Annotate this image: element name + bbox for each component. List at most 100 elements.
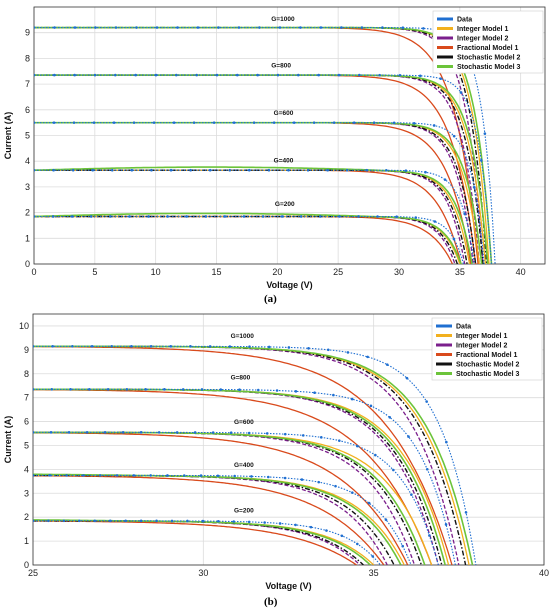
data-point: [356, 542, 359, 546]
data-point: [201, 519, 205, 523]
y-tick-label: 0: [24, 560, 29, 570]
data-point: [112, 121, 116, 124]
data-point: [372, 121, 376, 124]
data-point: [242, 215, 246, 218]
data-point: [228, 345, 232, 348]
data-point: [256, 388, 260, 392]
data-point: [398, 73, 402, 77]
data-point: [317, 73, 320, 77]
data-point: [280, 215, 284, 218]
data-point: [346, 351, 350, 354]
data-point: [130, 168, 134, 172]
data-point: [350, 397, 354, 401]
data-point: [319, 26, 323, 29]
data-point: [385, 168, 388, 172]
y-tick-label: 5: [25, 131, 30, 141]
y-tick-label: 8: [25, 53, 30, 63]
annotation-label: G=400: [234, 462, 254, 469]
data-point: [150, 168, 153, 172]
series-line-stochastic-model-3-g600: [34, 121, 483, 264]
data-point: [452, 134, 456, 138]
data-point: [444, 523, 448, 526]
series-group: [33, 344, 477, 565]
data-point: [272, 121, 276, 124]
data-point: [114, 73, 117, 77]
data-point: [34, 121, 36, 124]
data-point: [252, 121, 256, 124]
series-line-fractional-model-1-g800: [33, 389, 433, 565]
data-point: [91, 168, 95, 172]
data-point: [352, 121, 356, 124]
annotation-label: G=200: [234, 507, 254, 514]
data-point: [337, 439, 341, 442]
y-tick-label: 2: [25, 208, 30, 218]
data-point: [175, 73, 178, 77]
data-point: [132, 121, 136, 124]
data-point: [287, 168, 290, 172]
data-point: [72, 121, 76, 124]
data-point: [340, 534, 344, 538]
data-point: [33, 388, 35, 391]
data-point: [425, 400, 428, 403]
data-point: [49, 431, 53, 434]
data-point: [67, 431, 71, 434]
data-point: [110, 168, 114, 172]
data-point: [217, 26, 220, 29]
series-line-stochastic-model-3-g600: [33, 431, 426, 565]
y-tick-label: 6: [24, 417, 29, 427]
data-point: [208, 168, 212, 172]
data-point: [283, 432, 287, 436]
data-point: [424, 170, 427, 174]
data-point: [459, 91, 463, 94]
legend-entry: Fractional Model 1: [456, 352, 518, 359]
data-point: [233, 474, 236, 478]
data-point: [223, 215, 227, 218]
series-line-data-g1000: [34, 27, 496, 264]
data-point: [78, 519, 81, 523]
data-point: [334, 484, 337, 488]
data-point: [267, 345, 271, 349]
y-tick-label: 8: [24, 369, 29, 379]
data-point: [51, 344, 54, 348]
data-point: [367, 501, 371, 505]
legend-entry: Stochastic Model 3: [456, 371, 520, 378]
legend-entry: Integer Model 1: [456, 333, 507, 340]
data-point: [428, 534, 431, 537]
data-point: [186, 519, 189, 523]
data-point: [208, 345, 212, 348]
data-point: [71, 168, 75, 172]
data-point: [381, 26, 384, 29]
data-point: [199, 474, 203, 477]
data-point: [338, 215, 341, 218]
data-point: [275, 389, 279, 392]
data-point: [229, 431, 233, 435]
data-point: [419, 74, 422, 78]
data-point: [464, 511, 468, 514]
series-line-data-g400: [34, 169, 475, 264]
data-point: [392, 121, 396, 125]
y-tick-label: 3: [25, 182, 30, 192]
data-point: [155, 26, 159, 29]
data-point: [204, 215, 208, 218]
data-point: [33, 519, 35, 523]
y-tick-label: 2: [24, 512, 29, 522]
data-point: [169, 345, 173, 348]
data-point: [196, 26, 200, 29]
chart-b: 25 30 35 40 0 1 2 3 4 5 6 7 8 9 10 Voltage (V) Current (…: [3, 313, 549, 591]
x-tick-label: 20: [272, 267, 282, 277]
data-point: [192, 121, 196, 124]
data-point: [299, 215, 303, 218]
data-point: [236, 73, 239, 77]
data-point: [73, 73, 76, 77]
data-point: [337, 73, 341, 77]
annotation-label: G=1000: [271, 16, 295, 23]
data-point: [283, 476, 287, 480]
data-point: [294, 523, 297, 527]
data-point: [90, 344, 94, 348]
data-point: [433, 220, 437, 223]
data-point: [215, 73, 219, 77]
data-point: [170, 519, 174, 523]
data-point: [266, 475, 270, 479]
data-point: [247, 431, 251, 435]
data-point: [384, 518, 388, 521]
